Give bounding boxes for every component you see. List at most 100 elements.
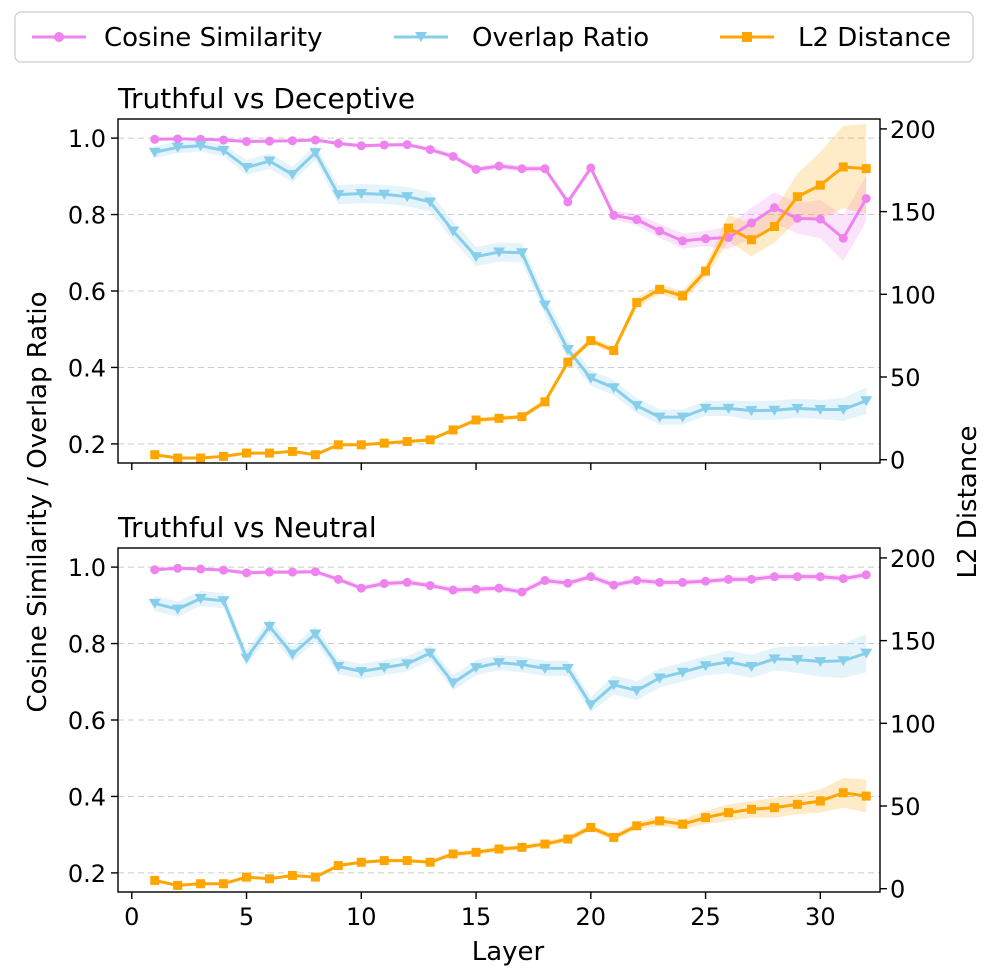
point-l2 <box>471 415 481 425</box>
point-overlap <box>814 657 827 668</box>
point-cosine <box>792 213 802 223</box>
point-overlap <box>538 300 551 311</box>
point-overlap <box>171 142 184 153</box>
x-tick-label: 0 <box>124 903 139 931</box>
point-l2 <box>150 450 160 460</box>
point-l2 <box>792 799 802 809</box>
point-overlap <box>217 596 230 607</box>
legend-item-cosine: Cosine Similarity <box>32 23 323 53</box>
point-l2 <box>586 336 596 346</box>
point-cosine <box>333 138 343 148</box>
point-cosine <box>425 580 435 590</box>
point-overlap <box>561 344 574 355</box>
x-tick-label: 25 <box>690 903 721 931</box>
point-l2 <box>632 298 642 308</box>
point-overlap <box>217 145 230 156</box>
point-overlap <box>768 405 781 416</box>
point-overlap <box>424 648 437 659</box>
y-right-tick-label: 200 <box>890 116 936 144</box>
point-l2 <box>379 438 389 448</box>
point-cosine <box>310 567 320 577</box>
point-overlap <box>355 189 368 200</box>
point-cosine <box>402 577 412 587</box>
legend-frame <box>14 11 974 63</box>
point-cosine <box>746 574 756 584</box>
point-cosine <box>540 575 550 585</box>
point-l2 <box>724 808 734 818</box>
point-l2 <box>402 856 412 866</box>
series-line-overlap-ratio <box>154 596 867 707</box>
point-overlap <box>378 189 391 200</box>
point-cosine <box>769 203 779 213</box>
point-l2 <box>471 847 481 857</box>
y-right-tick-label: 50 <box>890 364 921 392</box>
point-overlap <box>194 141 207 152</box>
point-overlap <box>493 247 505 258</box>
point-cosine <box>287 136 297 146</box>
point-l2 <box>861 791 871 801</box>
point-l2 <box>655 284 665 294</box>
point-l2 <box>655 816 665 826</box>
point-l2 <box>310 450 320 460</box>
x-axis-title: Layer <box>472 937 545 967</box>
point-overlap <box>860 396 873 407</box>
point-overlap <box>263 156 276 167</box>
point-overlap <box>171 604 184 615</box>
point-overlap <box>332 661 345 672</box>
point-cosine <box>746 218 756 228</box>
point-cosine <box>769 572 779 582</box>
y-left-tick-label: 0.2 <box>68 860 106 888</box>
point-cosine <box>219 565 229 575</box>
point-overlap <box>148 598 161 609</box>
point-l2 <box>196 879 206 889</box>
point-l2 <box>815 796 825 806</box>
point-l2 <box>356 440 366 450</box>
legend-marker-cosine <box>54 32 64 42</box>
point-cosine <box>861 570 871 580</box>
y-right-tick-label: 200 <box>890 545 936 573</box>
point-cosine <box>517 587 527 597</box>
legend-item-l2: L2 Distance <box>720 23 951 53</box>
point-l2 <box>448 425 458 435</box>
point-l2 <box>425 857 435 867</box>
point-cosine <box>150 134 160 144</box>
point-l2 <box>678 819 688 829</box>
y-right-tick-label: 100 <box>890 281 936 309</box>
band-l2-distance <box>154 777 867 887</box>
y-left-tick-label: 0.6 <box>68 707 106 735</box>
point-overlap <box>814 404 827 415</box>
point-cosine <box>287 567 297 577</box>
y-right-tick-label: 0 <box>890 876 905 904</box>
point-overlap <box>493 658 505 669</box>
y-axis-left-title: Cosine Similarity / Overlap Ratio <box>23 291 53 712</box>
y-left-tick-label: 1.0 <box>68 125 106 153</box>
point-overlap <box>584 700 597 711</box>
point-l2 <box>287 446 297 456</box>
point-l2 <box>402 437 412 446</box>
point-cosine <box>494 583 504 593</box>
point-l2 <box>356 857 366 867</box>
legend-label-l2: L2 Distance <box>798 23 951 53</box>
point-cosine <box>563 578 573 588</box>
point-overlap <box>240 163 253 174</box>
panel-title: Truthful vs Neutral <box>117 511 377 544</box>
point-overlap <box>837 656 850 667</box>
point-cosine <box>517 164 527 174</box>
point-l2 <box>242 448 252 458</box>
point-l2 <box>632 821 642 831</box>
point-cosine <box>356 141 366 151</box>
y-left-tick-label: 0.8 <box>68 631 106 659</box>
point-cosine <box>540 164 550 174</box>
point-cosine <box>264 136 274 146</box>
point-l2 <box>242 872 252 882</box>
point-overlap <box>401 192 414 203</box>
point-cosine <box>701 576 711 586</box>
point-l2 <box>609 346 619 356</box>
point-l2 <box>173 453 183 463</box>
point-l2 <box>540 397 550 407</box>
point-l2 <box>678 291 688 301</box>
point-overlap <box>470 663 483 674</box>
point-cosine <box>494 161 504 171</box>
point-l2 <box>333 861 343 871</box>
